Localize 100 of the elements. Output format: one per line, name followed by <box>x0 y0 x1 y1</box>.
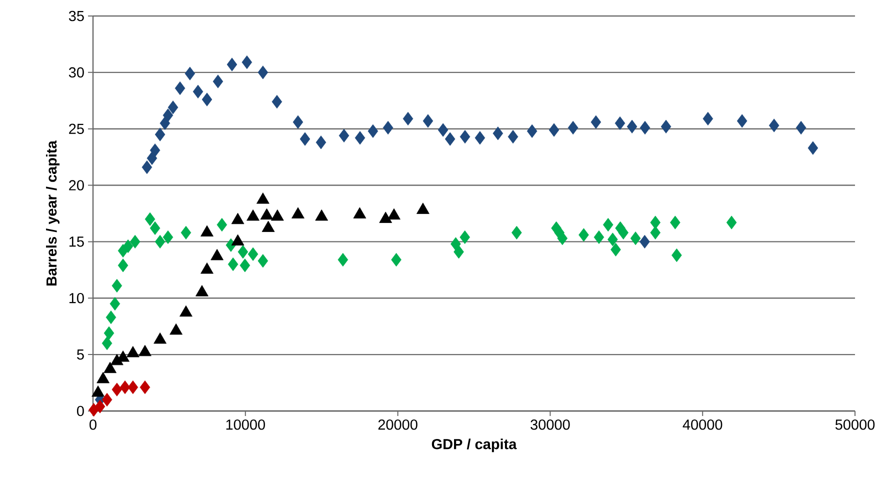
point <box>444 132 456 146</box>
point <box>112 382 122 396</box>
point <box>212 74 224 88</box>
y-tick-label: 25 <box>69 124 84 134</box>
x-tick-label: 30000 <box>530 420 570 430</box>
point <box>702 112 714 126</box>
point <box>104 326 114 340</box>
y-tick-label: 35 <box>68 10 84 22</box>
point <box>228 257 238 272</box>
point <box>354 131 366 145</box>
point <box>272 94 282 109</box>
point <box>122 239 134 254</box>
point <box>174 81 186 96</box>
point <box>292 115 304 129</box>
point <box>96 372 110 384</box>
point <box>138 344 152 356</box>
point <box>92 386 104 397</box>
point <box>226 58 238 72</box>
point <box>590 115 602 129</box>
point <box>200 262 214 274</box>
point <box>240 258 250 272</box>
point <box>454 245 464 259</box>
point <box>626 120 638 134</box>
point <box>140 380 150 394</box>
point <box>670 216 680 230</box>
point <box>548 123 560 137</box>
point <box>104 362 117 374</box>
point <box>128 380 138 394</box>
point <box>102 392 112 406</box>
point <box>630 232 641 246</box>
point <box>602 218 614 232</box>
x-tick-label: 20000 <box>378 420 418 430</box>
point <box>368 124 378 138</box>
point <box>438 123 448 137</box>
point <box>450 237 461 251</box>
point <box>796 120 806 135</box>
point <box>460 130 470 144</box>
point <box>146 151 158 165</box>
point <box>460 230 470 244</box>
point <box>202 92 212 106</box>
point <box>258 66 268 80</box>
point <box>557 232 568 246</box>
point <box>422 114 434 128</box>
x-tick-label: 10000 <box>226 420 265 430</box>
point <box>180 305 192 317</box>
y-tick-label: 20 <box>69 180 84 190</box>
y-tick-label: 30 <box>68 67 84 78</box>
point <box>180 226 192 240</box>
point <box>578 228 589 242</box>
point <box>112 278 122 293</box>
point <box>154 234 166 248</box>
point <box>120 380 130 394</box>
point <box>382 120 394 135</box>
point <box>650 226 661 240</box>
point <box>594 230 604 244</box>
point <box>474 131 486 145</box>
point <box>300 132 310 146</box>
point <box>391 252 402 267</box>
point <box>130 234 140 248</box>
point <box>672 248 682 262</box>
point <box>736 114 748 128</box>
y-tick-label: 0 <box>76 406 84 416</box>
point <box>338 128 350 142</box>
point <box>216 218 228 232</box>
point <box>154 332 166 344</box>
point <box>316 136 326 150</box>
y-tick-label: 5 <box>77 350 84 360</box>
point <box>512 226 522 240</box>
point <box>640 234 650 248</box>
point <box>608 232 618 246</box>
point <box>610 242 621 256</box>
point <box>184 66 196 80</box>
point <box>808 141 818 155</box>
point <box>162 108 174 122</box>
y-tick-label: 10 <box>69 293 84 304</box>
y-axis-title: Barrels / year / capita <box>46 140 60 286</box>
x-axis-title: GDP / capita <box>432 438 517 452</box>
point <box>102 336 112 350</box>
point <box>150 221 160 235</box>
point <box>196 285 208 296</box>
point <box>94 400 106 414</box>
point <box>110 296 120 311</box>
y-tick-label: 15 <box>69 236 84 247</box>
point <box>640 120 650 135</box>
point <box>768 118 780 132</box>
point <box>142 160 152 174</box>
point <box>126 346 140 358</box>
point <box>614 116 626 130</box>
point <box>192 84 204 98</box>
x-tick-label: 40000 <box>682 420 722 430</box>
point <box>118 258 128 272</box>
point <box>238 245 248 259</box>
point <box>162 230 174 244</box>
point <box>154 128 166 142</box>
point <box>660 120 672 134</box>
point <box>568 120 578 135</box>
point <box>508 130 518 144</box>
x-tick-label: 50000 <box>835 420 875 430</box>
point <box>726 216 737 230</box>
point <box>338 252 348 267</box>
